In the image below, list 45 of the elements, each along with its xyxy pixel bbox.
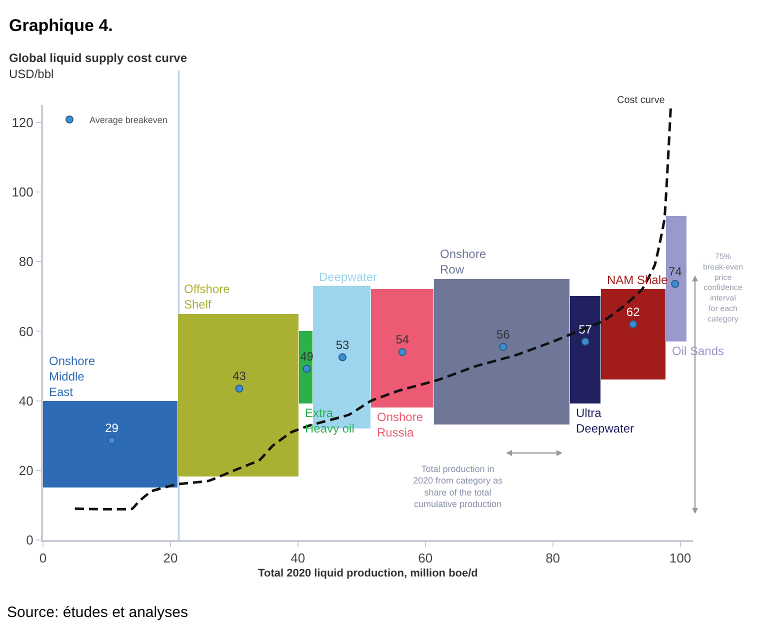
category-label: NAM Shale — [607, 273, 668, 287]
category-label: Onshore Row — [440, 247, 486, 277]
y-tick-label: 120 — [12, 114, 34, 130]
y-tick-label: 40 — [18, 393, 34, 408]
y-tick-label: 80 — [18, 254, 34, 270]
y-tick-label: 60 — [18, 324, 34, 339]
x-tick-label: 100 — [669, 550, 692, 566]
data-label: 54 — [396, 332, 410, 347]
point — [581, 338, 590, 346]
x-axis-title: Total 2020 liquid production, million boe/d — [258, 567, 478, 580]
data-label: 53 — [336, 338, 350, 352]
point — [302, 364, 311, 373]
data-label: 74 — [668, 264, 682, 278]
chart-subtitle: Global liquid supply cost curve — [9, 51, 188, 65]
text: 75% break-even price confidence interval for each category — [703, 252, 744, 324]
point — [235, 384, 244, 393]
x-tick-label: 20 — [163, 550, 178, 566]
x-tick-label: 80 — [546, 550, 560, 566]
chart-title: Graphique 4. — [9, 16, 113, 35]
category-label: Onshore Middle East — [49, 354, 96, 400]
y-tick-label: 0 — [26, 532, 34, 548]
y-tick-label: 100 — [12, 184, 34, 200]
y-tick-label: 20 — [18, 462, 34, 478]
point — [108, 436, 116, 444]
x-tick-label: 40 — [290, 550, 306, 566]
point — [338, 353, 347, 362]
data-label: 29 — [105, 421, 119, 436]
annotation: Total production in 2020 from category as share of the total cumulative production — [413, 464, 504, 510]
category-label: Onshore Russia — [377, 410, 424, 440]
category-label: Ultra Deepwater — [576, 406, 634, 436]
point — [499, 342, 508, 351]
point — [629, 320, 638, 328]
category-label: Deepwater — [319, 270, 378, 284]
x-tick-label: 60 — [418, 550, 433, 566]
category-label: Offshore Shelf — [184, 282, 230, 312]
y-axis-title: USD/bbl — [9, 67, 54, 81]
legend-label: Average breakeven — [90, 115, 168, 126]
x-tick-label: 0 — [39, 550, 47, 566]
point — [398, 348, 406, 356]
point — [671, 280, 680, 288]
data-label: 43 — [232, 369, 246, 384]
data-label: 62 — [626, 304, 640, 319]
source-note: Source: études et analyses — [7, 604, 188, 621]
data-label: 56 — [496, 327, 510, 342]
series-label: Cost curve — [617, 95, 666, 106]
